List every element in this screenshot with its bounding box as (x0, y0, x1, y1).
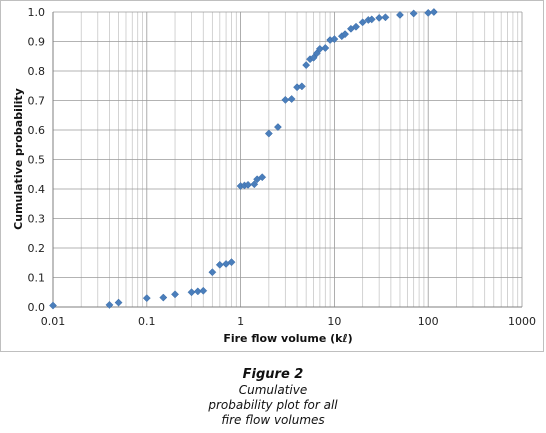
figure-caption: Figure 2 Cumulative probability plot for… (0, 366, 546, 428)
x-tick-label: 10 (327, 315, 341, 328)
data-point (287, 95, 296, 103)
data-point (250, 180, 259, 189)
y-tick-label: 0.4 (28, 183, 46, 196)
x-axis-title: Fire flow volume (kℓ) (223, 332, 352, 345)
scatter-plot: 0.00.10.20.30.40.50.60.70.80.91.0 0.01 0.… (12, 6, 536, 345)
figure-label: Figure 2 (242, 367, 304, 382)
axes (52, 12, 522, 308)
data-point (142, 294, 151, 303)
caption-line-3: fire flow volumes (221, 413, 325, 427)
x-tick-labels: 0.01 0.1 1 10 100 1000 (41, 315, 536, 328)
data-point (187, 288, 196, 297)
y-tick-label: 0.3 (28, 213, 46, 226)
data-point (302, 61, 311, 70)
data-point (381, 13, 390, 22)
x-tick-label: 100 (418, 315, 439, 328)
y-tick-label: 0.9 (28, 36, 46, 49)
data-point (208, 268, 217, 277)
x-tick-label: 1000 (508, 315, 536, 328)
data-point (199, 286, 208, 295)
chart-frame: 0.0 0.1 0.2 0.3 0.4 0.5 0.6 0.7 0.8 0.9 1.0 0.01 0.… (0, 0, 544, 352)
data-point (227, 258, 236, 267)
data-point (396, 10, 404, 19)
data-point (429, 8, 438, 16)
data-point (281, 95, 290, 104)
caption-line-1: Cumulative (238, 383, 308, 397)
y-tick-label: 1.0 (28, 6, 46, 19)
y-axis-title: Cumulative probability (12, 88, 25, 230)
data-point (171, 290, 179, 299)
data-point (341, 30, 350, 39)
data-point (409, 9, 418, 18)
y-tick-label: 0.8 (28, 65, 46, 78)
caption-line-2: probability plot for all (208, 398, 338, 412)
data-point (375, 13, 384, 22)
data-point (264, 129, 273, 138)
data-point (321, 44, 330, 52)
data-point (352, 22, 360, 31)
data-point (367, 15, 376, 24)
data-point (297, 82, 306, 91)
y-tick-label: 0.0 (28, 301, 46, 314)
data-point (215, 260, 224, 269)
x-tick-label: 1 (237, 315, 244, 328)
y-tick-label: 0.1 (28, 272, 46, 285)
data-point (330, 35, 339, 44)
data-point (258, 173, 267, 182)
y-tick-label: 0.7 (28, 95, 46, 108)
y-tick-label: 0.6 (28, 124, 46, 137)
data-point (49, 301, 57, 310)
x-tick-label: 0.01 (41, 315, 66, 328)
data-point (358, 18, 367, 27)
data-point (309, 53, 318, 62)
gridlines (52, 11, 523, 308)
data-point (159, 293, 168, 302)
data-point (244, 180, 252, 189)
x-tick-label: 0.1 (138, 315, 156, 328)
data-point (105, 300, 114, 309)
y-tick-label: 0.2 (28, 242, 46, 255)
data-points (49, 8, 438, 310)
data-point (424, 8, 433, 17)
y-tick-labels: 0.0 0.1 0.2 0.3 0.4 0.5 0.6 0.7 0.8 0.9 1.0 (28, 6, 46, 314)
data-point (114, 298, 123, 307)
data-point (273, 123, 282, 132)
y-tick-label: 0.5 (28, 154, 46, 167)
